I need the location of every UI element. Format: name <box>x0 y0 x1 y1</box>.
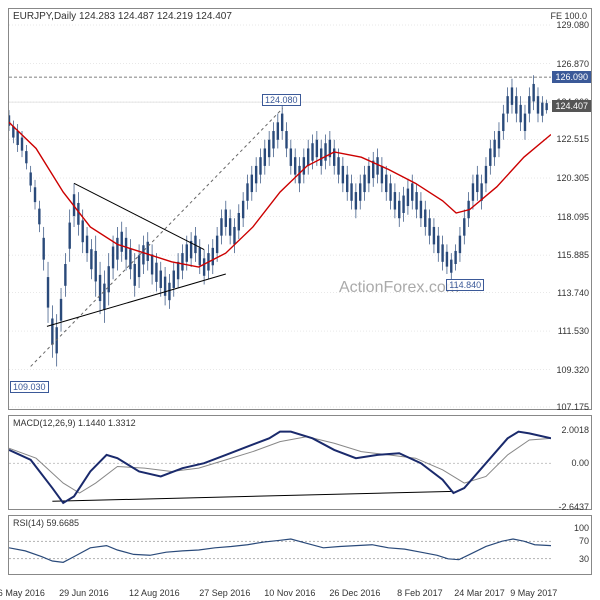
macd-svg <box>9 416 551 511</box>
x-tick-label: 26 Dec 2016 <box>329 588 380 598</box>
macd-y-axis: -2.6437 0.00 2.0018 <box>549 416 591 509</box>
y-tick-label: 2.0018 <box>561 425 589 435</box>
macd-label: MACD(12,26,9) 1.1440 1.3312 <box>13 418 136 428</box>
x-tick-label: 24 Mar 2017 <box>454 588 505 598</box>
symbol-label: EURJPY <box>13 11 51 22</box>
x-tick-label: 12 Aug 2016 <box>129 588 180 598</box>
y-tick-label: 113.740 <box>557 288 589 298</box>
x-tick-label: 10 Nov 2016 <box>264 588 315 598</box>
y-tick-label: 122.515 <box>556 134 589 144</box>
price-chart-area[interactable]: ActionForex.com 124.080109.030114.840 <box>9 9 549 409</box>
y-tick-label: 107.175 <box>556 402 589 412</box>
price-annotation: 114.840 <box>446 279 484 291</box>
y-tick-label: 115.885 <box>557 250 589 260</box>
y-tick-label: 100 <box>574 523 589 533</box>
time-x-axis: 16 May 201629 Jun 201612 Aug 201627 Sep … <box>8 582 558 598</box>
x-tick-label: 9 May 2017 <box>510 588 557 598</box>
y-tick-label: 120.305 <box>556 173 589 183</box>
rsi-svg <box>9 516 551 576</box>
y-tick-label: 126.870 <box>556 59 589 69</box>
y-tick-label: -2.6437 <box>558 502 589 512</box>
macd-panel: MACD(12,26,9) 1.1440 1.3312 -2.6437 0.00 2… <box>8 415 592 510</box>
price-annotation: 109.030 <box>10 381 49 393</box>
y-tick-label: 118.095 <box>557 212 589 222</box>
y-tick-label: 111.530 <box>558 326 589 336</box>
y-tick-label: 109.320 <box>556 365 589 375</box>
fe-price-marker: 126.090 <box>552 71 591 83</box>
y-tick-label: 0.00 <box>571 458 589 468</box>
ohlc-label: 124.283 124.487 124.219 124.407 <box>79 11 232 22</box>
x-tick-label: 8 Feb 2017 <box>397 588 443 598</box>
rsi-y-axis: 30 70 100 <box>549 516 591 574</box>
price-y-axis: 107.175 109.320 111.530 113.740 115.885 118.0… <box>549 9 591 409</box>
price-chart-panel: EURJPY,Daily 124.283 124.487 124.219 124… <box>8 8 592 410</box>
fe-level-label: FE 100.0 <box>550 11 587 21</box>
rsi-label: RSI(14) 59.6685 <box>13 518 79 528</box>
current-price-marker: 124.407 <box>552 100 591 112</box>
rsi-panel: RSI(14) 59.6685 30 70 100 <box>8 515 592 575</box>
instrument-title: EURJPY,Daily 124.283 124.487 124.219 124… <box>13 11 232 22</box>
rsi-chart-area[interactable] <box>9 516 549 574</box>
x-tick-label: 29 Jun 2016 <box>59 588 109 598</box>
y-tick-label: 30 <box>579 554 589 564</box>
timeframe-label: Daily <box>54 11 76 22</box>
x-tick-label: 16 May 2016 <box>0 588 45 598</box>
price-chart-svg <box>9 9 551 411</box>
x-tick-label: 27 Sep 2016 <box>199 588 250 598</box>
price-annotation: 124.080 <box>262 94 301 106</box>
macd-chart-area[interactable] <box>9 416 549 509</box>
y-tick-label: 70 <box>579 536 589 546</box>
y-tick-label: 129.080 <box>556 20 589 30</box>
